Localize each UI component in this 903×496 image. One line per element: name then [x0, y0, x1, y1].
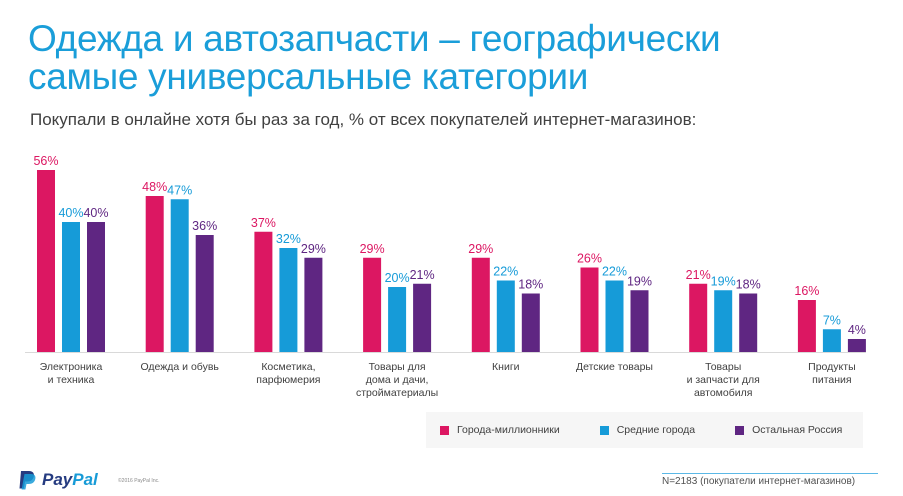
bar-1-series-0 [145, 196, 164, 352]
data-label-6-series-0: 21% [686, 268, 711, 282]
logo-pay: Pay [42, 470, 73, 489]
data-label-1-series-1: 47% [167, 183, 192, 197]
bar-5-series-2 [630, 290, 649, 352]
chart-subtitle: Покупали в онлайне хотя бы раз за год, %… [30, 110, 697, 129]
legend-label-series-2: Остальная Россия [752, 424, 843, 436]
bar-1-series-2 [195, 235, 214, 352]
copyright: ©2016 PayPal Inc. [118, 478, 160, 484]
chart-legend: Города-миллионники Средние города Осталь… [426, 412, 863, 448]
bar-2-series-2 [304, 257, 323, 352]
legend-item-series-2: Остальная Россия [735, 424, 842, 436]
bar-5-series-0 [580, 267, 599, 352]
bar-6-series-1 [714, 290, 733, 352]
legend-item-series-1: Средние города [599, 424, 696, 436]
category-label-3: Товары для дома и дачи, стройматериалы [356, 361, 438, 399]
legend-label-series-0: Города-миллионники [457, 424, 560, 436]
data-label-0-series-1: 40% [58, 206, 83, 220]
legend-swatch-series-1 [599, 425, 609, 435]
data-label-3-series-1: 20% [385, 271, 410, 285]
legend-swatch-series-2 [735, 425, 745, 435]
data-label-5-series-2: 19% [627, 274, 652, 288]
data-label-4-series-1: 22% [493, 265, 518, 279]
data-label-4-series-2: 18% [518, 278, 543, 292]
title-line-2: самые универсальные категории [28, 56, 589, 97]
bar-7-series-2 [847, 339, 866, 352]
bar-0-series-1 [62, 222, 80, 352]
bar-2-series-1 [279, 248, 298, 352]
data-label-7-series-1: 7% [823, 313, 841, 327]
data-label-2-series-2: 29% [301, 242, 326, 256]
bar-0-series-0 [37, 170, 55, 352]
bar-3-series-1 [388, 287, 407, 352]
data-label-2-series-0: 37% [251, 216, 276, 230]
bar-4-series-0 [471, 257, 490, 352]
category-label-6: Товары и запчасти для автомобиля [687, 361, 760, 399]
bar-1-series-1 [170, 199, 189, 352]
bar-7-series-1 [822, 329, 841, 352]
data-label-5-series-1: 22% [602, 265, 627, 279]
data-label-0-series-0: 56% [33, 154, 58, 168]
logo-pal: Pal [72, 470, 98, 489]
data-label-4-series-0: 29% [468, 242, 493, 256]
sample-size-footnote: N=2183 (покупатели интернет-магазинов) [662, 473, 878, 487]
paypal-p-icon [19, 471, 36, 490]
legend-item-series-0: Города-миллионники [440, 424, 560, 436]
data-label-5-series-0: 26% [577, 252, 602, 266]
title-line-1: Одежда и автозапчасти – географически [28, 18, 721, 59]
bar-6-series-0 [689, 283, 708, 352]
data-label-0-series-2: 40% [83, 206, 108, 220]
bar-7-series-0 [797, 300, 816, 352]
data-label-6-series-2: 18% [736, 278, 761, 292]
data-label-1-series-2: 36% [192, 219, 217, 233]
bar-chart: 56% 40% 40% Электроника и техника 48% 47% 36% Од… [25, 154, 866, 399]
data-label-3-series-0: 29% [360, 242, 385, 256]
data-label-1-series-0: 48% [142, 180, 167, 194]
category-label-1: Одежда и обувь [140, 361, 219, 373]
paypal-wordmark: PayPal [42, 470, 98, 490]
bar-6-series-2 [739, 293, 758, 352]
data-label-2-series-1: 32% [276, 232, 301, 246]
data-label-7-series-2: 4% [848, 323, 866, 337]
data-label-7-series-0: 16% [794, 284, 819, 298]
category-label-0: Электроника и техника [40, 361, 103, 386]
legend-swatch-series-0 [440, 425, 449, 435]
category-label-5: Детские товары [576, 361, 653, 373]
category-label-7: Продукты питания [808, 361, 855, 386]
data-label-3-series-2: 21% [410, 268, 435, 282]
category-label-4: Книги [492, 361, 520, 373]
bar-3-series-0 [363, 257, 382, 352]
bar-3-series-2 [413, 283, 432, 352]
bar-4-series-2 [521, 293, 540, 352]
data-label-6-series-1: 19% [711, 274, 736, 288]
bar-4-series-1 [496, 280, 515, 352]
page-title: Одежда и автозапчасти – географически са… [28, 18, 721, 97]
bar-5-series-1 [605, 280, 624, 352]
category-label-2: Косметика, парфюмерия [256, 361, 320, 386]
bar-0-series-2 [87, 222, 105, 352]
bar-2-series-0 [254, 231, 273, 352]
paypal-logo: PayPal [18, 470, 98, 490]
legend-label-series-1: Средние города [616, 424, 696, 436]
